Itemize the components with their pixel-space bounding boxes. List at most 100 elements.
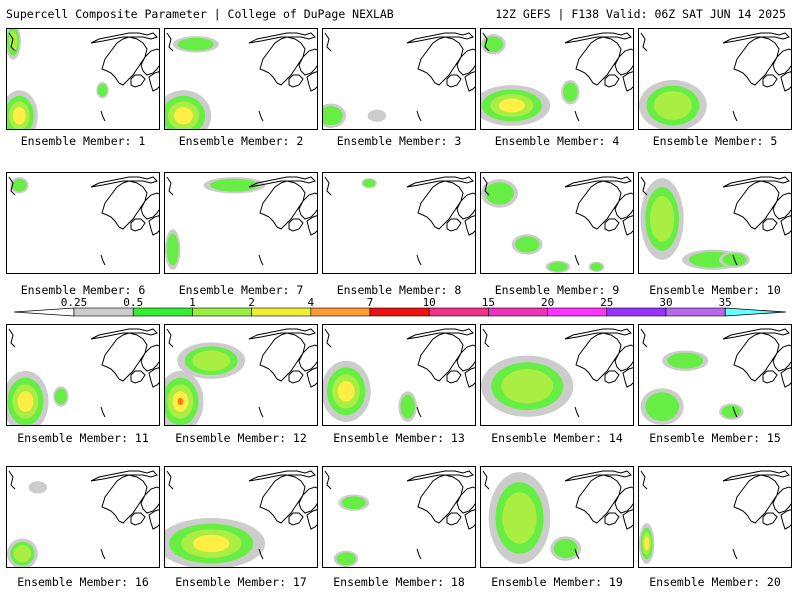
ensemble-member-map bbox=[322, 172, 476, 274]
great-lakes-outline bbox=[564, 328, 633, 388]
map-canvas bbox=[165, 32, 317, 129]
scp-contour-area bbox=[177, 37, 214, 51]
ensemble-member-label: Ensemble Member: 6 bbox=[20, 283, 146, 297]
lake-okeechobee-outline bbox=[574, 254, 580, 266]
scp-contour-area bbox=[563, 82, 578, 102]
colorbar-segment bbox=[665, 307, 726, 317]
ensemble-member-map bbox=[6, 172, 160, 274]
coastline bbox=[324, 470, 332, 490]
ensemble-member-label: Ensemble Member: 20 bbox=[649, 575, 781, 589]
ensemble-member-label: Ensemble Member: 14 bbox=[491, 431, 623, 445]
ensemble-member-map bbox=[480, 324, 634, 426]
coastline bbox=[8, 176, 16, 196]
map-canvas bbox=[165, 470, 317, 567]
ensemble-member-map bbox=[322, 466, 476, 568]
map-canvas bbox=[323, 328, 475, 422]
ensemble-member-label: Ensemble Member: 10 bbox=[649, 283, 781, 297]
colorbar-tick-label: 20 bbox=[540, 296, 555, 309]
great-lakes-outline bbox=[406, 328, 475, 388]
great-lakes-outline bbox=[406, 470, 475, 530]
map-canvas bbox=[7, 29, 159, 129]
colorbar-tick-label: 4 bbox=[307, 296, 315, 309]
scp-contour-area bbox=[341, 496, 366, 510]
coastline bbox=[8, 470, 16, 490]
lake-okeechobee-outline bbox=[258, 548, 264, 560]
map-canvas bbox=[639, 470, 791, 564]
lake-okeechobee-outline bbox=[416, 254, 422, 266]
ensemble-member-label: Ensemble Member: 5 bbox=[652, 134, 778, 148]
map-canvas bbox=[481, 328, 633, 418]
colorbar-tick-label: 7 bbox=[366, 296, 374, 309]
ensemble-member-label: Ensemble Member: 16 bbox=[17, 575, 149, 589]
scp-contour-area bbox=[12, 178, 27, 192]
scp-contour-area bbox=[174, 107, 193, 125]
great-lakes-outline bbox=[722, 328, 791, 388]
lake-okeechobee-outline bbox=[574, 110, 580, 122]
scp-contour-area bbox=[667, 352, 704, 369]
ensemble-member-map bbox=[480, 172, 634, 274]
lake-okeechobee-outline bbox=[732, 548, 738, 560]
coastline bbox=[640, 176, 648, 196]
colorbar-tick-label: 15 bbox=[481, 296, 496, 309]
lake-okeechobee-outline bbox=[100, 406, 106, 418]
coastline bbox=[324, 176, 332, 196]
scp-contour-area bbox=[192, 534, 230, 553]
scp-contour-area bbox=[590, 262, 603, 271]
colorbar-segment bbox=[488, 307, 548, 317]
ensemble-member-label: Ensemble Member: 7 bbox=[178, 283, 304, 297]
scp-contour-area bbox=[502, 492, 537, 544]
coastline bbox=[166, 328, 174, 348]
header-valid-time: 12Z GEFS | F138 Valid: 06Z SAT JUN 14 20… bbox=[495, 7, 786, 21]
great-lakes-outline bbox=[248, 176, 317, 236]
map-canvas bbox=[323, 32, 475, 128]
scp-contour-area bbox=[54, 388, 67, 405]
colorbar-tick-label: 25 bbox=[600, 296, 614, 309]
scp-contour-area bbox=[336, 552, 356, 566]
scp-contour-area bbox=[548, 262, 568, 272]
map-canvas bbox=[324, 176, 475, 266]
map-header: Supercell Composite Parameter | College … bbox=[6, 6, 786, 22]
ensemble-member-map bbox=[638, 172, 792, 274]
scp-contour-area bbox=[28, 481, 48, 494]
coastline bbox=[324, 328, 332, 348]
great-lakes-outline bbox=[406, 176, 475, 236]
ensemble-member-map bbox=[6, 28, 160, 130]
ensemble-member-map bbox=[164, 466, 318, 568]
map-canvas bbox=[481, 176, 633, 273]
map-canvas bbox=[482, 470, 633, 564]
lake-okeechobee-outline bbox=[258, 254, 264, 266]
map-canvas bbox=[640, 176, 791, 270]
colorbar-segment bbox=[310, 307, 371, 317]
scp-contour-area bbox=[177, 397, 184, 406]
great-lakes-outline bbox=[722, 470, 791, 530]
map-canvas bbox=[165, 176, 317, 270]
scp-contour-area bbox=[645, 392, 679, 421]
great-lakes-outline bbox=[722, 176, 791, 236]
map-canvas bbox=[639, 32, 791, 129]
coastline bbox=[8, 32, 16, 52]
great-lakes-outline bbox=[248, 32, 317, 92]
coastline bbox=[166, 470, 174, 490]
scp-contour-area bbox=[13, 545, 32, 563]
great-lakes-outline bbox=[248, 470, 317, 530]
colorbar-segment bbox=[192, 307, 252, 317]
lake-okeechobee-outline bbox=[732, 110, 738, 122]
lake-okeechobee-outline bbox=[100, 548, 106, 560]
scp-contour-area bbox=[653, 91, 692, 120]
ensemble-member-map bbox=[164, 172, 318, 274]
scp-contour-area bbox=[367, 109, 387, 122]
coastline bbox=[482, 176, 490, 196]
coastline bbox=[640, 328, 648, 348]
great-lakes-outline bbox=[248, 328, 317, 388]
scp-contour-area bbox=[337, 380, 355, 402]
scp-contour-area bbox=[192, 350, 231, 371]
coastline bbox=[8, 328, 16, 348]
map-canvas bbox=[324, 470, 475, 567]
ensemble-member-map bbox=[480, 28, 634, 130]
scp-contour-area bbox=[17, 391, 34, 412]
scp-contour-area bbox=[485, 182, 514, 205]
ensemble-member-label: Ensemble Member: 4 bbox=[494, 134, 620, 148]
ensemble-member-map bbox=[638, 466, 792, 568]
ensemble-member-label: Ensemble Member: 9 bbox=[494, 283, 620, 297]
great-lakes-outline bbox=[90, 328, 159, 388]
